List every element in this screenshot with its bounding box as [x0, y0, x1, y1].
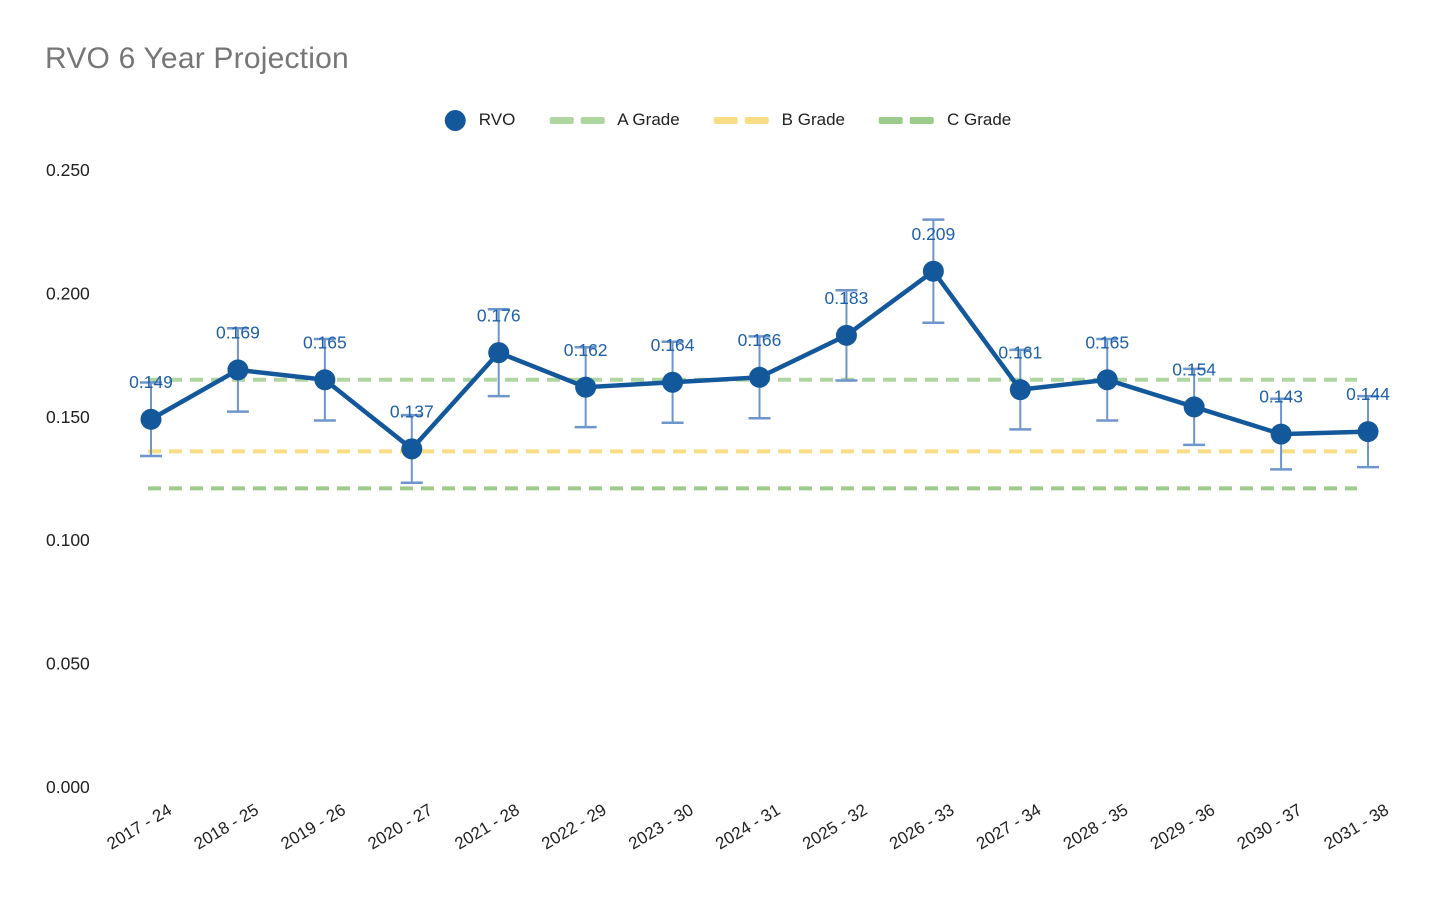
legend-label: B Grade: [781, 110, 845, 129]
x-tick-label: 2019 - 26: [278, 800, 349, 853]
data-point-label: 0.165: [303, 332, 347, 352]
rvo-series-marker-icon: [444, 109, 466, 131]
b-grade-dash-icon: [713, 116, 769, 124]
y-tick-label: 0.100: [46, 530, 90, 550]
data-point[interactable]: [922, 260, 944, 282]
legend-item-a-grade[interactable]: A Grade: [549, 110, 680, 130]
x-tick-label: 2028 - 35: [1060, 800, 1131, 853]
data-point[interactable]: [835, 324, 857, 346]
data-point[interactable]: [488, 342, 510, 364]
x-tick-label: 2017 - 24: [104, 800, 175, 853]
data-point-label: 0.165: [1085, 332, 1129, 352]
data-point-label: 0.143: [1259, 387, 1303, 407]
y-tick-label: 0.150: [46, 407, 90, 427]
data-point[interactable]: [401, 438, 423, 460]
data-point[interactable]: [140, 408, 162, 430]
data-point-label: 0.169: [216, 323, 260, 343]
x-tick-label: 2026 - 33: [886, 800, 957, 853]
y-tick-label: 0.200: [46, 283, 90, 303]
legend-item-rvo[interactable]: RVO: [444, 109, 516, 131]
data-point[interactable]: [1096, 369, 1118, 391]
chart-legend: RVO A Grade B Grade C Grade: [444, 106, 1012, 134]
x-tick-label: 2018 - 25: [191, 800, 262, 853]
legend-item-c-grade[interactable]: C Grade: [878, 110, 1012, 130]
y-tick-label: 0.000: [46, 777, 90, 797]
data-point-label: 0.154: [1172, 360, 1216, 380]
data-point[interactable]: [662, 371, 684, 393]
data-point[interactable]: [1009, 379, 1031, 401]
data-point-label: 0.176: [477, 305, 521, 325]
data-point-label: 0.137: [390, 402, 434, 422]
y-tick-label: 0.250: [46, 160, 90, 180]
x-tick-label: 2027 - 34: [973, 800, 1044, 853]
legend-label: A Grade: [617, 110, 680, 129]
x-tick-label: 2030 - 37: [1234, 800, 1305, 853]
legend-label: RVO: [478, 110, 516, 129]
legend-item-b-grade[interactable]: B Grade: [713, 110, 845, 130]
legend-label: C Grade: [946, 110, 1012, 129]
data-point-label: 0.209: [911, 224, 955, 244]
data-point[interactable]: [575, 376, 597, 398]
data-point[interactable]: [1270, 423, 1292, 445]
x-tick-label: 2024 - 31: [712, 800, 783, 853]
x-tick-label: 2021 - 28: [451, 800, 522, 853]
data-point-label: 0.149: [129, 372, 173, 392]
data-point-label: 0.183: [825, 288, 869, 308]
data-point-label: 0.162: [564, 340, 608, 360]
c-grade-dash-icon: [878, 116, 934, 124]
data-point[interactable]: [314, 369, 336, 391]
x-tick-label: 2023 - 30: [625, 800, 696, 853]
data-point[interactable]: [1183, 396, 1205, 418]
data-point[interactable]: [1357, 421, 1379, 443]
chart-title: RVO 6 Year Projection: [45, 42, 349, 75]
data-point-label: 0.164: [651, 335, 695, 355]
a-grade-dash-icon: [549, 116, 605, 124]
x-tick-label: 2025 - 32: [799, 800, 870, 853]
data-point-label: 0.161: [998, 342, 1042, 362]
data-point-label: 0.144: [1346, 384, 1390, 404]
x-tick-label: 2029 - 36: [1147, 800, 1218, 853]
data-point-label: 0.166: [738, 330, 782, 350]
data-point[interactable]: [749, 366, 771, 388]
x-tick-label: 2020 - 27: [364, 800, 435, 853]
data-point[interactable]: [227, 359, 249, 381]
x-tick-label: 2022 - 29: [538, 800, 609, 853]
y-tick-label: 0.050: [46, 654, 90, 674]
x-tick-label: 2031 - 38: [1321, 800, 1392, 853]
